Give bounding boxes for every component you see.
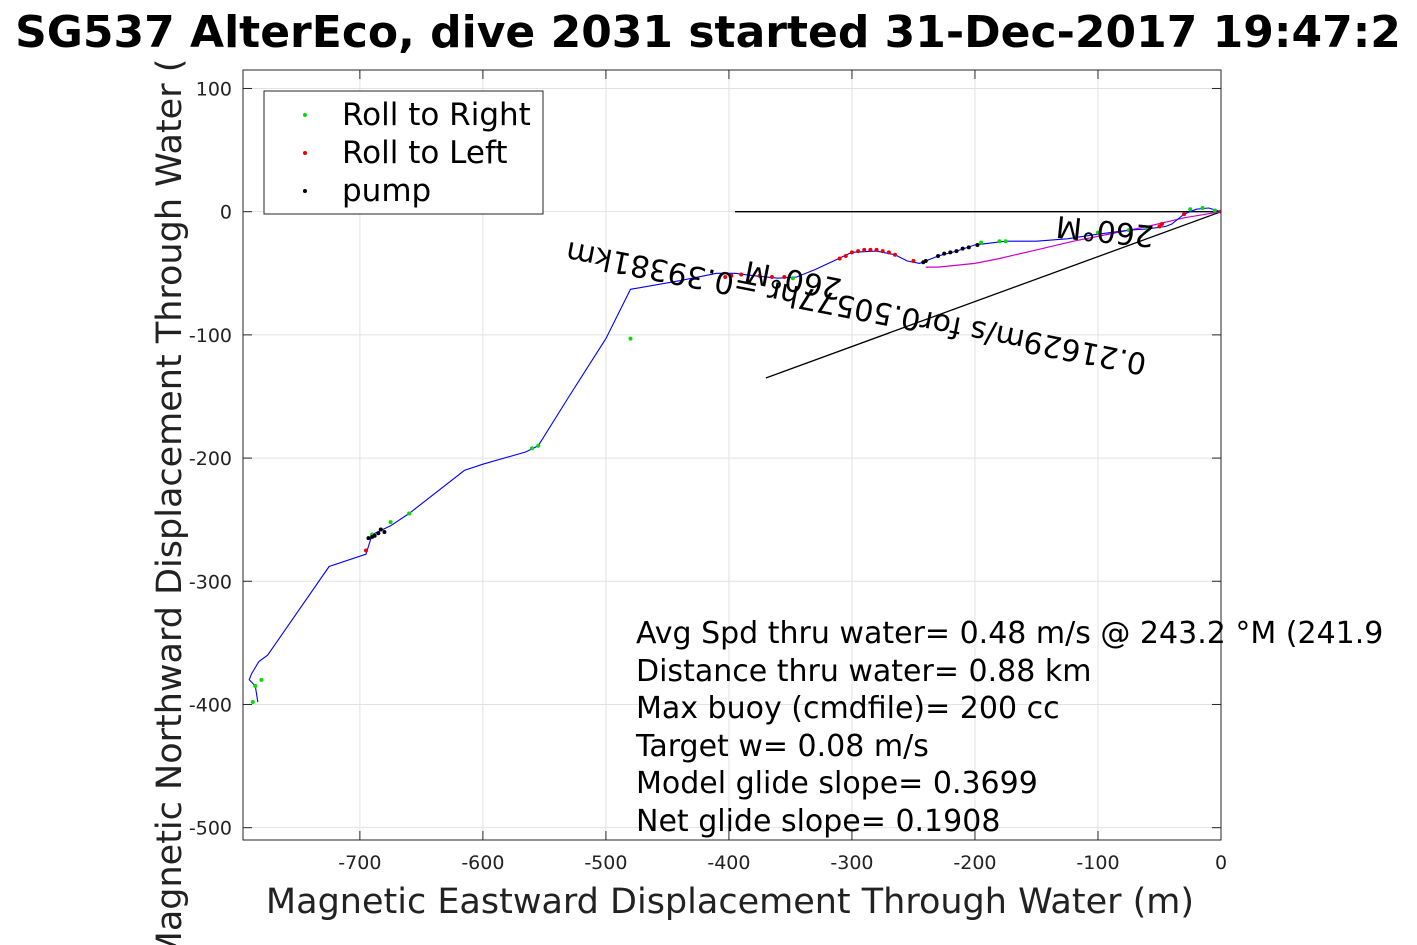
pump-marker [966,245,971,250]
pump-marker [378,527,383,532]
y-tick-label: 100 [196,78,232,100]
stat-max-buoy: Max buoy (cmdfile)= 200 cc [636,691,1060,726]
legend-label-roll-left: Roll to Left [342,135,508,171]
x-tick-label: -600 [461,852,504,874]
roll-left-marker [1157,224,1162,229]
roll-right-marker [1200,205,1205,210]
roll-left-marker [862,247,867,252]
roll-left-marker [1159,222,1164,226]
x-tick-label: -100 [1076,852,1119,874]
legend-label-pump: pump [342,173,431,209]
current-lines [735,211,1221,379]
roll-right-marker [253,684,258,688]
x-tick-label: -700 [338,852,381,874]
roll-right-marker [1188,207,1193,212]
x-tick-label: -300 [830,852,873,874]
x-axis-ticks: -700 -600 -500 -400 -300 -200 -100 0 [338,70,1227,874]
roll-left-marker [886,250,891,255]
y-axis-ticks: 100 0 -100 -200 -300 -400 -500 [189,78,1221,840]
roll-left-marker [893,252,897,257]
legend-marker-pump [303,189,307,193]
roll-right-marker [530,446,535,451]
roll-left-marker [364,548,369,553]
legend-box [263,90,544,215]
y-tick-label: 0 [220,202,232,224]
chart-title: SG537 AlterEco, dive 2031 started 31-Dec… [15,7,1401,58]
roll-left-marker [769,274,774,279]
roll-right-marker [790,276,795,281]
y-tick-label: -300 [189,571,232,593]
x-tick-label: -500 [584,852,627,874]
x-tick-label: -200 [953,852,996,874]
roll-left-marker [874,247,879,252]
roll-right-marker [1145,226,1150,231]
roll-left-marker [856,249,861,254]
roll-left-marker [868,247,873,252]
roll-left-marker [843,254,848,259]
roll-right-marker [536,443,541,448]
y-axis-label: Magnetic Northward Displacement Through … [150,59,190,945]
x-tick-label: -400 [707,852,750,874]
roll-right-marker [997,239,1002,244]
dive-stats: Avg Spd thru water= 0.48 m/s @ 243.2 °M … [635,616,1383,839]
pump-marker [921,260,926,265]
legend-label-roll-right: Roll to Right [342,97,531,133]
roll-right-marker [388,520,393,525]
roll-left-marker [757,273,762,278]
stat-model-glide-slope: Model glide slope= 0.3699 [636,766,1038,801]
roll-left-marker [849,250,854,255]
roll-right-marker [1095,230,1100,235]
roll-right-marker [979,240,984,245]
pump-marker [936,254,941,259]
pump-marker [975,242,980,247]
y-tick-label: -400 [189,694,232,716]
current-line [765,211,1221,379]
roll-right-marker [407,511,412,516]
pump-marker [370,534,375,539]
stat-net-glide-slope: Net glide slope= 0.1908 [636,804,1000,839]
x-tick-label: 0 [1215,852,1227,874]
roll-right-marker [259,677,264,682]
pump-marker [942,251,947,256]
roll-left-marker [782,274,787,279]
roll-left-marker [911,258,916,263]
legend-marker-roll-left [303,151,307,155]
pump-marker [948,250,953,255]
legend: Roll to Right Roll to Left pump [263,90,544,215]
roll-left-marker [729,273,734,278]
roll-right-marker [628,336,633,341]
secondary-track-line [925,211,1221,268]
y-tick-label: -500 [189,818,232,840]
roll-left-marker [1182,212,1187,217]
x-axis-label: Magnetic Eastward Displacement Through W… [266,882,1194,922]
pump-marker [954,249,959,254]
roll-left-marker [739,272,744,277]
tracks [248,207,1221,703]
pump-marker [382,530,387,534]
roll-right-marker [250,700,255,705]
axes-box [242,69,1222,841]
y-tick-label: -100 [189,325,232,347]
glider-track-line [248,207,1221,703]
roll-right-marker [1212,208,1217,213]
plot-layer [248,205,1221,705]
stat-distance: Distance thru water= 0.88 km [636,654,1091,689]
pump-marker [960,246,965,251]
roll-right-marker [1126,228,1131,233]
roll-right-marker [1003,239,1008,244]
pump-marker [366,536,371,541]
stat-avg-speed: Avg Spd thru water= 0.48 m/s @ 243.2 °M … [636,616,1383,651]
stat-target-w: Target w= 0.08 m/s [635,729,929,764]
roll-left-marker [880,249,885,254]
roll-left-marker [837,256,842,261]
markers [250,205,1221,705]
y-tick-label: -200 [189,448,232,470]
pump-marker [376,531,381,536]
roll-left-marker [723,274,728,279]
legend-marker-roll-right [303,113,307,117]
